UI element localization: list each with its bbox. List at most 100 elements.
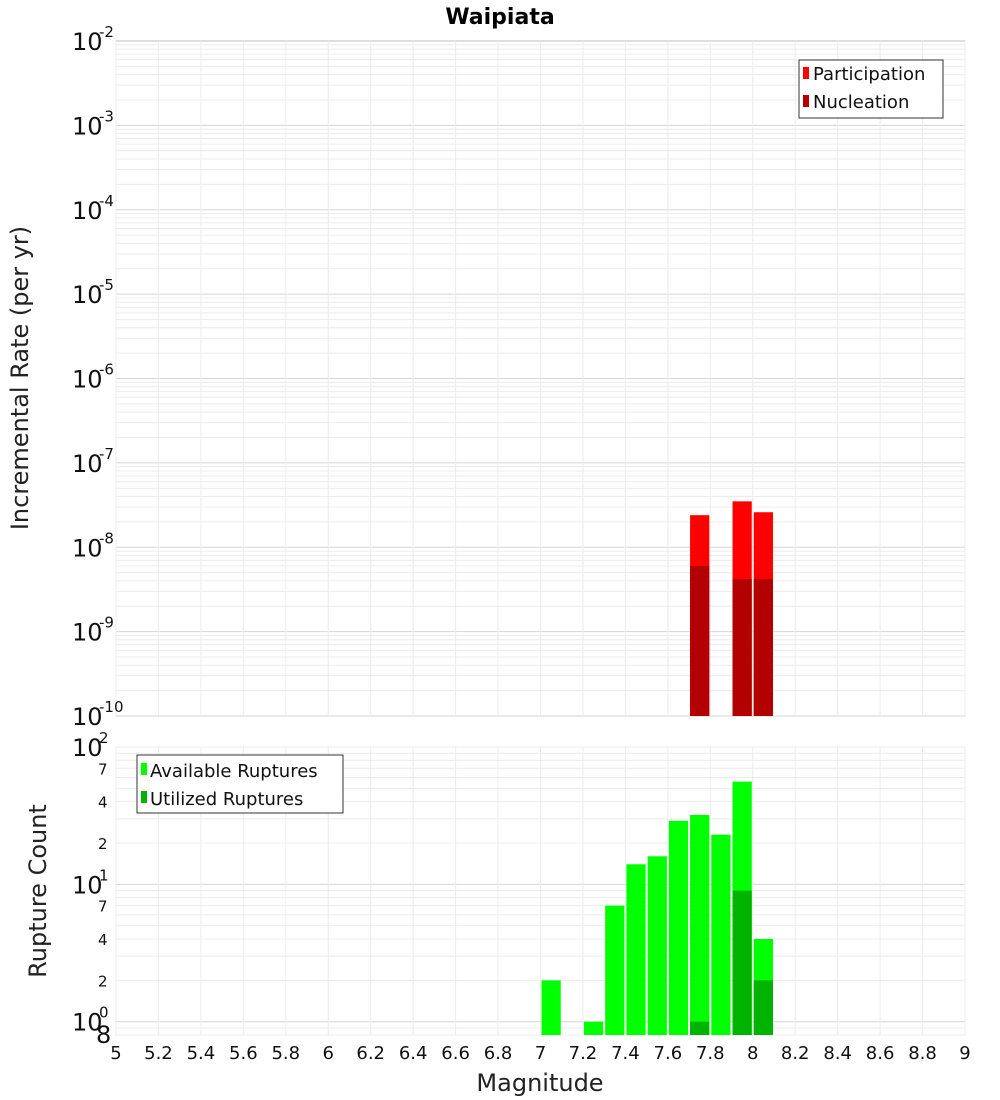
bar-available-ruptures: [711, 834, 731, 1035]
svg-text:-5: -5: [99, 276, 114, 294]
x-tick-label: 6.2: [356, 1043, 385, 1064]
x-tick-label: 6: [323, 1043, 334, 1064]
svg-text:10: 10: [72, 619, 103, 647]
x-tick-label: 7.6: [654, 1043, 683, 1064]
x-tick-label: 9: [959, 1043, 970, 1064]
top-legend: Participation Nucleation: [798, 59, 944, 119]
x-tick-label: 7: [535, 1043, 546, 1064]
legend-swatch-participation: [803, 67, 809, 79]
x-tick-label: 6.4: [399, 1043, 428, 1064]
bottom-y-tick-label: 4: [98, 794, 108, 812]
svg-text:10: 10: [72, 112, 103, 140]
svg-text:10: 10: [72, 534, 103, 562]
svg-text:0: 0: [99, 1004, 109, 1022]
svg-text:10: 10: [72, 281, 103, 309]
bar-available-ruptures: [690, 814, 710, 1035]
top-y-tick-label: 10-10: [72, 698, 124, 731]
bottom-y-tick-major: 100: [72, 1004, 109, 1037]
x-tick-label: 8: [747, 1043, 758, 1064]
top-y-tick-label: 10-7: [72, 445, 114, 478]
top-grid: [115, 41, 966, 717]
svg-text:-4: -4: [99, 192, 114, 210]
bar-available-ruptures: [668, 820, 689, 1035]
bottom-y-tick-label: 7: [98, 898, 108, 916]
svg-text:-6: -6: [99, 361, 114, 379]
bottom-y-tick-label: 8: [96, 1021, 111, 1049]
bar-available-ruptures: [605, 905, 625, 1035]
bar-utilized-ruptures: [732, 890, 752, 1035]
top-y-tick-label: 10-2: [72, 23, 114, 56]
x-axis-label: Magnitude: [476, 1069, 603, 1097]
svg-text:-3: -3: [99, 107, 114, 125]
top-y-tick-label: 10-3: [72, 107, 114, 140]
top-y-tick-label: 10-8: [72, 529, 114, 562]
chart-title: Waipiata: [445, 5, 554, 30]
legend-label-utilized-ruptures: Utilized Ruptures: [150, 789, 303, 810]
svg-text:10: 10: [72, 703, 103, 731]
bar-available-ruptures: [626, 864, 646, 1035]
bar-nucleation: [753, 579, 773, 716]
svg-text:10: 10: [72, 734, 103, 762]
svg-text:-2: -2: [99, 23, 114, 41]
svg-text:10: 10: [72, 366, 103, 394]
svg-text:10: 10: [72, 871, 103, 899]
svg-text:10: 10: [72, 1009, 103, 1037]
bar-utilized-ruptures: [690, 1021, 710, 1035]
x-tick-label: 8.4: [823, 1043, 852, 1064]
bar-nucleation: [732, 579, 752, 716]
top-y-tick-label: 10-4: [72, 192, 114, 225]
bottom-bars: [541, 781, 773, 1035]
bottom-legend-box: [136, 754, 344, 814]
legend-label-nucleation: Nucleation: [813, 92, 909, 113]
svg-text:-10: -10: [99, 698, 124, 716]
x-tick-label: 6.6: [441, 1043, 470, 1064]
x-tick-label: 7.2: [569, 1043, 598, 1064]
legend-swatch-nucleation: [803, 95, 809, 107]
bar-available-ruptures: [541, 980, 561, 1035]
bottom-y-tick-major: 102: [72, 729, 109, 762]
svg-text:10: 10: [72, 197, 103, 225]
svg-text:-7: -7: [99, 445, 114, 463]
svg-text:2: 2: [99, 729, 109, 747]
bottom-y-tick-label: 2: [98, 835, 108, 853]
x-tick-label: 6.8: [484, 1043, 513, 1064]
svg-text:-9: -9: [99, 614, 114, 632]
top-y-tick-label: 10-9: [72, 614, 114, 647]
x-tick-label: 5.6: [229, 1043, 258, 1064]
bottom-y-tick-label: 2: [98, 972, 108, 990]
x-tick-label: 5.4: [187, 1043, 216, 1064]
top-y-axis-label: Incremental Rate (per yr): [6, 226, 34, 530]
x-tick-label: 7.4: [611, 1043, 640, 1064]
bottom-y-tick-label: 7: [98, 760, 108, 778]
legend-label-participation: Participation: [813, 64, 925, 85]
svg-text:10: 10: [72, 450, 103, 478]
svg-text:10: 10: [72, 28, 103, 56]
x-tick-label: 5.2: [144, 1043, 173, 1064]
bottom-y-tick-label: 4: [98, 931, 108, 949]
bar-utilized-ruptures: [753, 980, 773, 1035]
x-tick-label: 5.8: [271, 1043, 300, 1064]
bottom-y-axis-label: Rupture Count: [24, 804, 52, 978]
top-legend-box: [798, 59, 944, 119]
top-bars: [690, 501, 773, 716]
legend-swatch-utilized-ruptures: [141, 791, 147, 803]
bar-available-ruptures: [583, 1021, 604, 1035]
bottom-legend: Available Ruptures Utilized Ruptures: [136, 754, 344, 814]
x-tick-label: 8.2: [781, 1043, 810, 1064]
x-tick-label: 7.8: [696, 1043, 725, 1064]
top-y-tick-label: 10-6: [72, 361, 114, 394]
bar-available-ruptures: [647, 856, 667, 1035]
bottom-y-tick-major: 101: [72, 866, 109, 899]
top-y-tick-label: 10-5: [72, 276, 114, 309]
x-tick-label: 5: [110, 1043, 121, 1064]
svg-text:-8: -8: [99, 529, 114, 547]
legend-label-available-ruptures: Available Ruptures: [150, 761, 318, 782]
x-ticks: 5 5.2 5.4 5.6 5.8 6 6.2 6.4 6.6 6.8 7 7.2 7.4 7.6 7.8 8…: [110, 1043, 970, 1064]
bar-nucleation: [690, 565, 710, 716]
legend-swatch-available-ruptures: [141, 763, 147, 775]
svg-text:1: 1: [99, 866, 109, 884]
x-tick-label: 8.8: [908, 1043, 937, 1064]
